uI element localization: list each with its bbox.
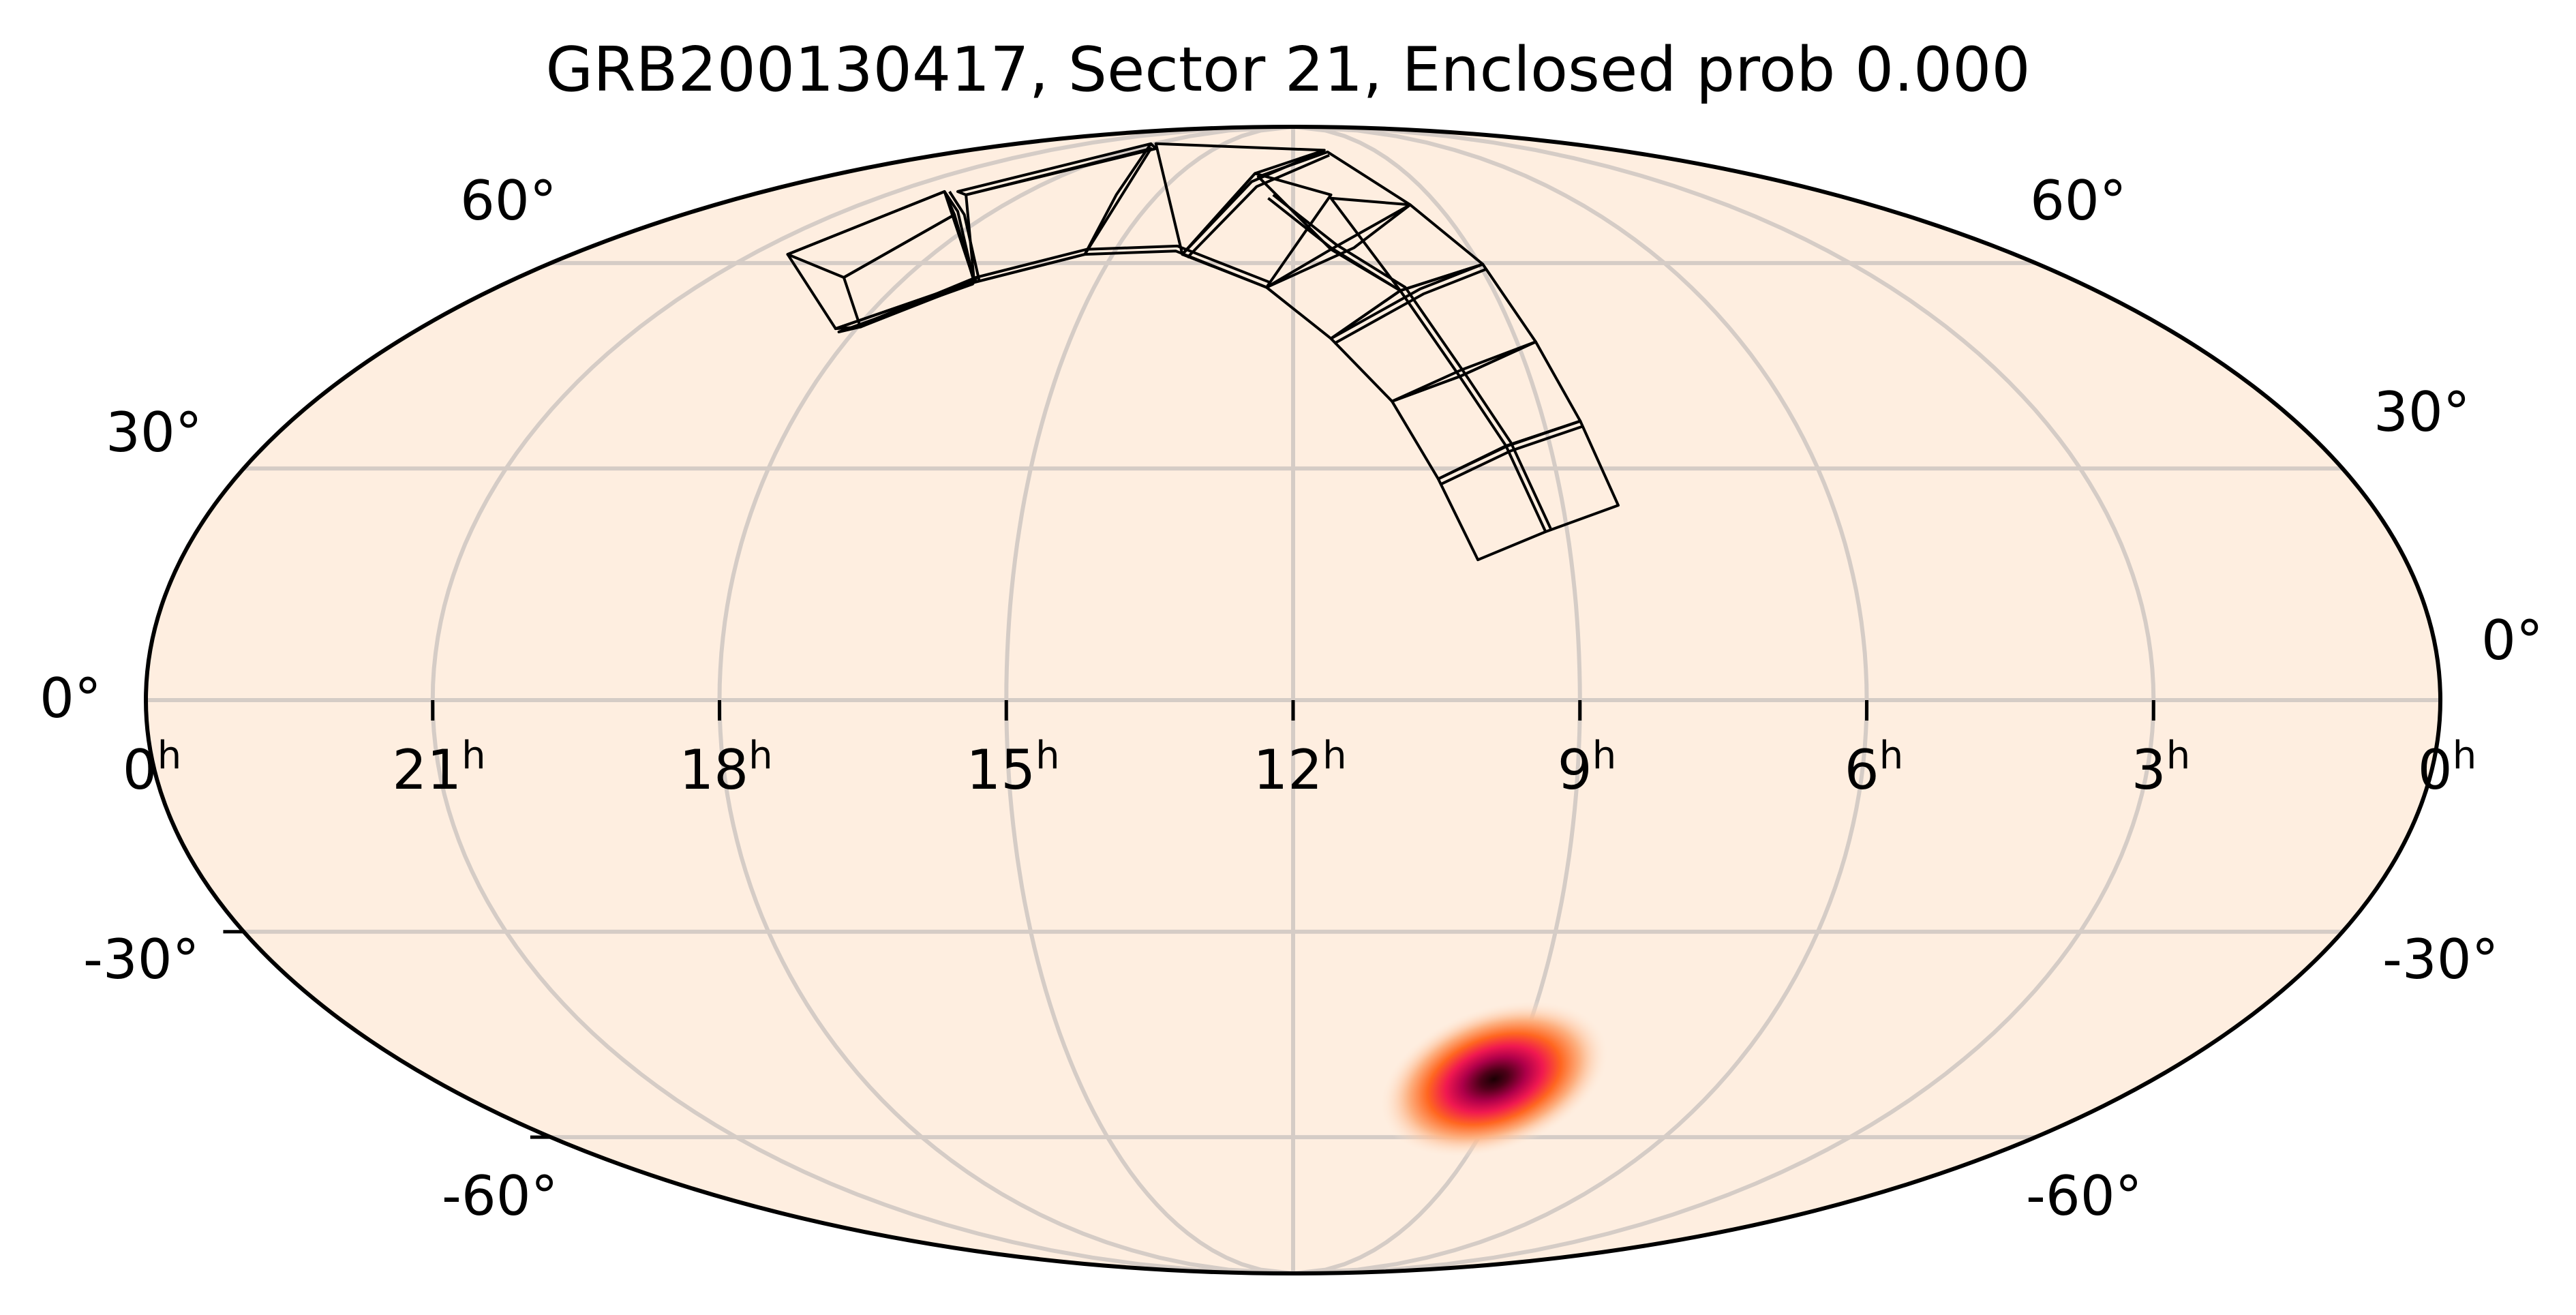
x-tick-label: 9h [1557, 734, 1617, 802]
ccd-seam [948, 190, 981, 282]
y-tick-label-left: -60° [442, 1164, 558, 1228]
y-tick-label-right: -30° [2382, 928, 2499, 991]
ccd-seam [1186, 153, 1330, 259]
y-tick-label-left: 30° [106, 401, 202, 464]
x-tick-label: 6h [1844, 734, 1904, 802]
tess-footprint-tiles [786, 142, 1620, 562]
x-tick-label: 15h [966, 734, 1060, 802]
y-tick-label-right: 30° [2374, 380, 2470, 444]
ccd-seam [1266, 203, 1412, 289]
y-tick-label-right: -60° [2026, 1164, 2142, 1228]
ccd-seam [1333, 268, 1487, 345]
ccd-seam [1272, 194, 1552, 530]
y-tick-label-left: -30° [83, 928, 200, 991]
ccd-seam [943, 190, 976, 283]
x-tick-label: 0h [2417, 734, 2477, 802]
ccd-seam [1330, 262, 1484, 340]
ccd-seam [860, 250, 1267, 329]
ccd-seam [1181, 149, 1325, 256]
ccd-seam [1438, 419, 1581, 481]
x-tick-label: 12h [1253, 734, 1347, 802]
x-tick-label: 21h [392, 734, 486, 802]
x-tick-label: 18h [679, 734, 773, 802]
y-tick-label-right: 60° [2030, 169, 2127, 232]
x-tick-label: 3h [2131, 734, 2191, 802]
probability-hotspot [1379, 1000, 1609, 1158]
ccd-seam [1083, 142, 1153, 256]
ccd-seam [1440, 425, 1584, 485]
axis-ticks [223, 700, 2155, 1139]
chart-title: GRB200130417, Sector 21, Enclosed prob 0… [545, 34, 2031, 106]
y-tick-label-left: 60° [460, 169, 557, 232]
y-tick-label-left: 0° [40, 667, 102, 730]
sky-outline [144, 125, 2442, 1275]
x-tick-label: 0h [122, 734, 182, 802]
ccd-seam [1267, 197, 1547, 532]
y-tick-label-right: 0° [2481, 609, 2543, 672]
